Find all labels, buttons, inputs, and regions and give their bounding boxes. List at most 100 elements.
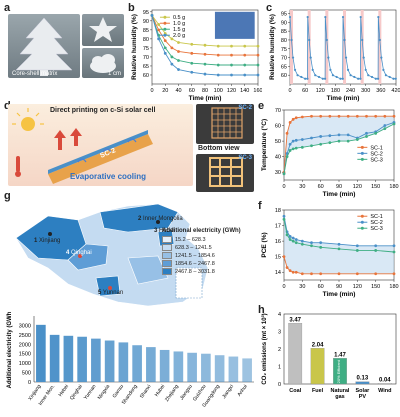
data-point (328, 114, 332, 118)
data-point (321, 77, 324, 80)
data-point (300, 239, 304, 243)
data-point (337, 247, 341, 251)
x-tick-label: Anhui (237, 384, 249, 398)
data-point (361, 38, 364, 42)
sc2-photo: SC-2 (196, 104, 254, 144)
data-point (256, 63, 260, 67)
data-point (365, 131, 368, 135)
data-point (383, 127, 387, 131)
y-tick-label: 16 (275, 239, 281, 245)
data-point (388, 75, 391, 79)
humid-band (325, 10, 329, 84)
map-label-1: 1 Xinjiang (34, 238, 61, 244)
x-tick-label: Gansu (112, 384, 125, 400)
data-point (203, 52, 207, 56)
data-point (243, 73, 247, 77)
data-point (163, 39, 167, 43)
y-tick-label: 0 (28, 380, 31, 386)
data-point (304, 77, 307, 80)
x-tick-label: Ningxia (97, 384, 112, 401)
y-tick-label: 80 (143, 37, 149, 43)
legend-row: 15.2 – 628.3 (162, 236, 252, 243)
x-tick-label: Hubei (154, 384, 166, 398)
data-point (394, 77, 397, 80)
data-point (288, 15, 292, 19)
data-point (383, 114, 387, 118)
data-point (374, 131, 378, 135)
bar-value-label: 3.47 (289, 317, 301, 323)
legend-range: 1854.6 – 2467.8 (175, 260, 215, 267)
data-point (230, 63, 233, 67)
bar (214, 355, 225, 382)
y-tick-label: 60 (281, 73, 287, 79)
y-tick-label: 90 (143, 19, 149, 25)
data-point (288, 149, 292, 152)
legend-swatch (162, 260, 172, 267)
data-point (190, 70, 194, 74)
bar (104, 340, 115, 382)
data-point (341, 77, 344, 80)
data-point (170, 62, 174, 66)
y-tick-label: 85 (143, 28, 149, 34)
y-tick-label: 0 (278, 382, 281, 388)
data-point (294, 241, 298, 245)
data-point (300, 75, 303, 79)
solar-cell-schematic: Direct printing on c-Si solar cell SC-2 … (8, 104, 193, 186)
bottom-view-label: Bottom view (198, 145, 240, 152)
data-point (150, 14, 154, 17)
legend-label: 1.5 g (173, 27, 185, 33)
data-point (349, 74, 352, 77)
legend-label: SC-3 (370, 157, 383, 163)
y-axis-label: Temperature (°C) (260, 119, 268, 171)
humid-band (307, 10, 311, 84)
legend-label: 1.0 g (173, 21, 185, 27)
data-point (308, 38, 311, 42)
y-tick-label: 2 (278, 347, 281, 353)
evaporative-cooling-label: Evaporative cooling (70, 172, 147, 181)
x-tick-label: 140 (240, 88, 249, 94)
legend-label: SC-2 (370, 220, 383, 226)
data-point (355, 272, 359, 276)
map-legend-title: Additional electricity (GWh) (162, 228, 241, 234)
x-tick-label: 30 (299, 184, 305, 190)
bar (146, 347, 156, 382)
data-point (310, 144, 313, 148)
x-tick-label: 180 (389, 284, 398, 290)
y-tick-label: 95 (281, 12, 287, 18)
data-point (346, 68, 350, 72)
data-point (157, 37, 161, 41)
x-tick-label: 0 (282, 184, 285, 190)
data-point (341, 15, 345, 19)
data-point (288, 269, 292, 273)
x-tick-label: Natural (331, 388, 350, 394)
panel-label-d: d (4, 100, 11, 112)
data-point (163, 46, 167, 50)
data-point (355, 249, 359, 252)
data-point (337, 242, 341, 246)
data-point (370, 75, 374, 79)
y-tick-label: 70 (275, 108, 281, 114)
data-point (376, 77, 380, 80)
legend-range: 1241.5 – 1854.6 (175, 252, 215, 259)
map-art (15, 203, 209, 307)
legend-row: 1241.5 – 1854.6 (162, 252, 252, 259)
data-point (327, 56, 330, 59)
data-point (190, 42, 194, 46)
x-tick-label: Qinghai (69, 384, 84, 402)
data-point (230, 73, 233, 77)
data-point (157, 28, 161, 32)
x-tick-label: Wind (378, 388, 391, 394)
x-tick-label: 60 (302, 88, 308, 94)
data-point (294, 138, 298, 142)
legend-label: 0.5 g (173, 15, 185, 21)
y-tick-label: 60 (143, 73, 149, 79)
data-point (170, 55, 174, 59)
data-point (314, 74, 317, 77)
data-point (392, 272, 396, 276)
x-tick-label: 0 (150, 88, 153, 94)
x-tick-label: Coal (289, 388, 301, 394)
data-point (216, 63, 220, 67)
x-tick-label: Fuel (312, 388, 324, 394)
y-tick-label: 14 (275, 270, 281, 276)
data-point (216, 73, 220, 77)
